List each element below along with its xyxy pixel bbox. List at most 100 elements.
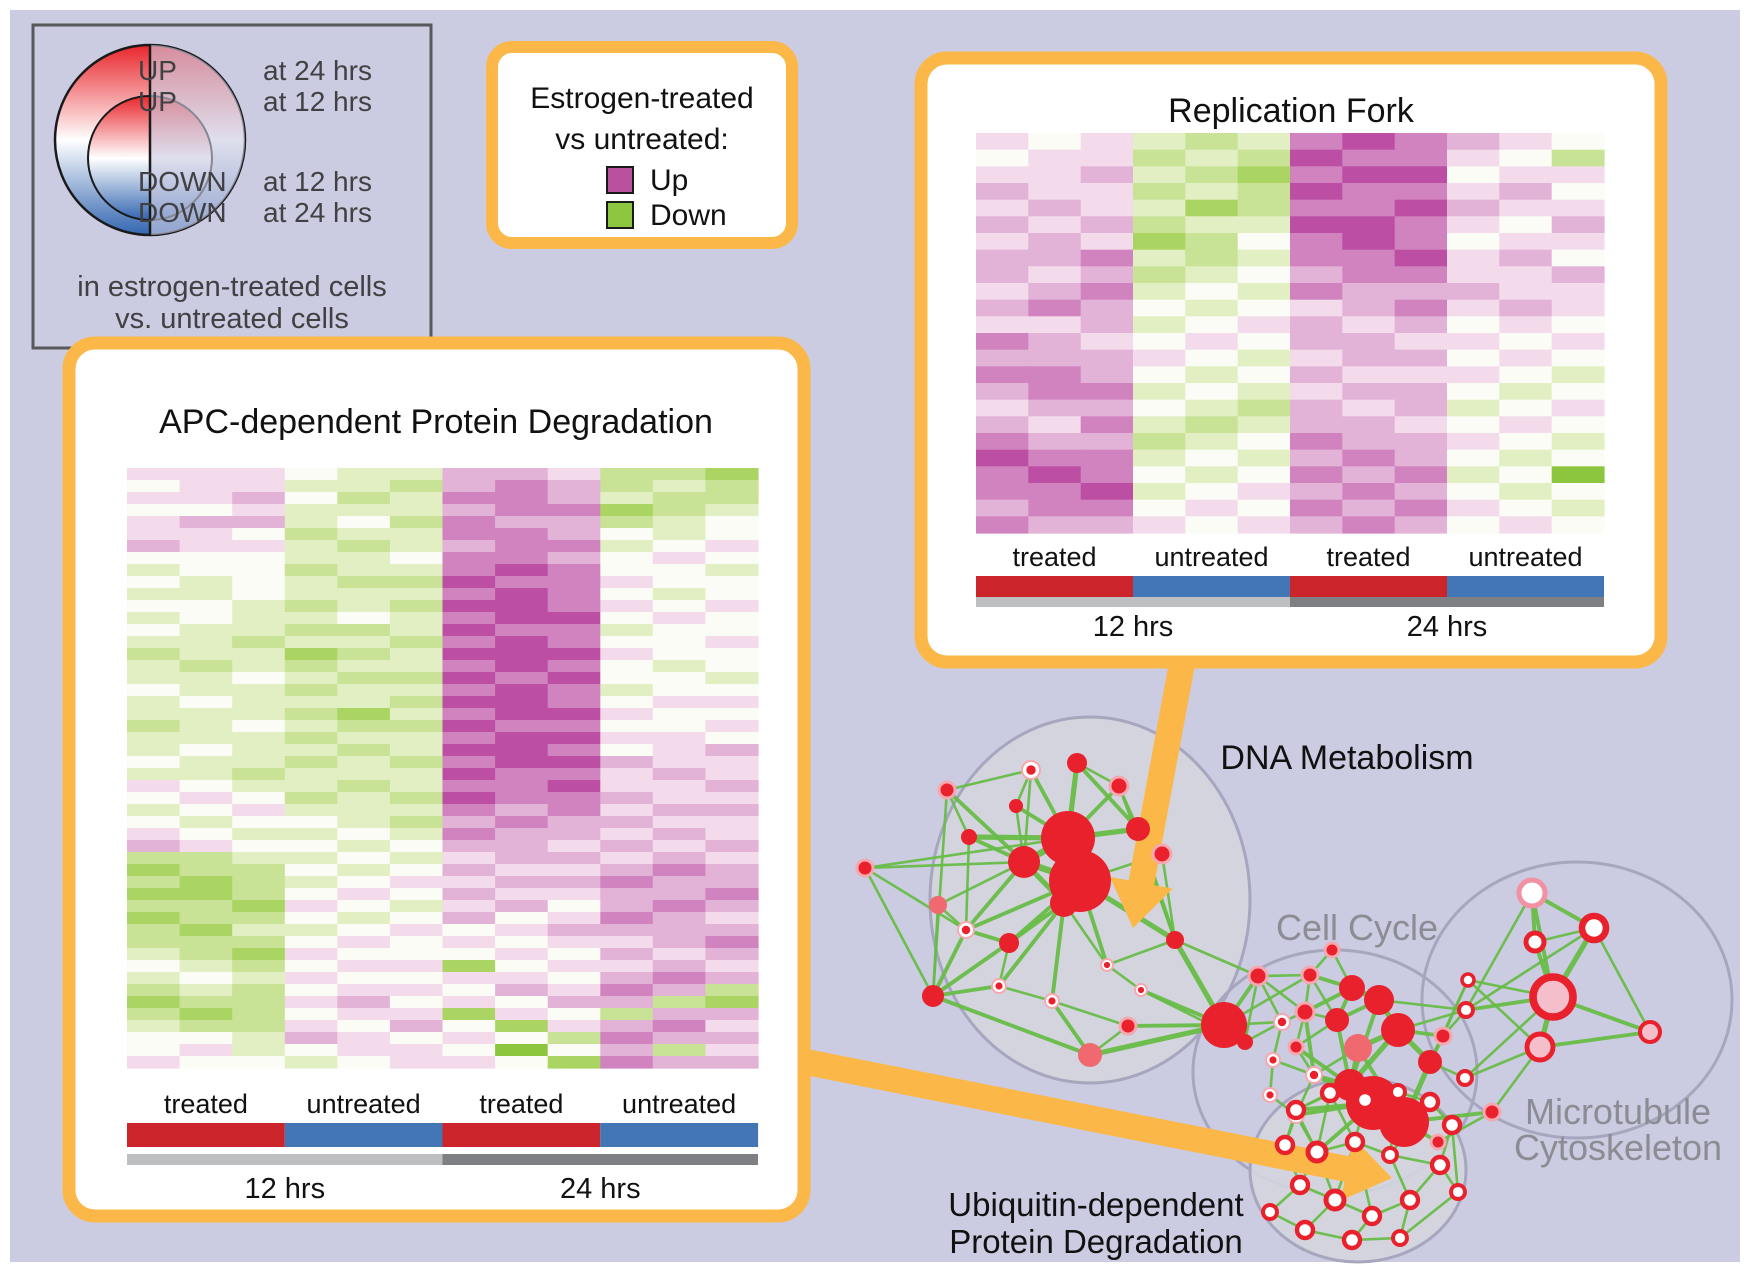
heatmap-cell xyxy=(705,756,759,769)
heatmap-cell xyxy=(1499,133,1553,151)
heatmap-cell xyxy=(389,900,444,913)
heatmap-cell xyxy=(232,768,286,781)
heatmap-cell xyxy=(442,804,496,817)
heatmap-cell xyxy=(1447,383,1500,401)
heatmap-cell xyxy=(284,876,338,889)
gene-node xyxy=(1300,965,1320,985)
heatmap-cell xyxy=(652,936,706,949)
heatmap-cell xyxy=(442,948,496,961)
heatmap-cell xyxy=(1342,416,1396,434)
heatmap-cell xyxy=(1499,233,1553,251)
heatmap-cell xyxy=(1028,249,1082,267)
heatmap-cell xyxy=(600,852,654,865)
heatmap-cell xyxy=(547,840,601,853)
heatmap-cell xyxy=(1447,433,1500,451)
heatmap-cell xyxy=(284,912,338,925)
up-label: Up xyxy=(650,164,688,197)
heatmap-cell xyxy=(652,504,706,517)
key-row-1-time: at 12 hrs xyxy=(263,86,372,117)
gene-node xyxy=(1078,1043,1102,1067)
heatmap-cell xyxy=(495,648,549,661)
heatmap-cell xyxy=(284,828,338,841)
heatmap-cell xyxy=(1499,149,1553,167)
heatmap-cell xyxy=(337,696,391,709)
heatmap-cell xyxy=(232,852,286,865)
heatmap-cell xyxy=(705,852,759,865)
heatmap-cell xyxy=(284,684,338,697)
heatmap-cell xyxy=(495,504,549,517)
heatmap-cell xyxy=(1290,433,1343,451)
heatmap-cell xyxy=(705,804,759,817)
key-faded-half xyxy=(150,45,245,235)
heatmap-cell xyxy=(1499,466,1553,484)
heatmap-cell xyxy=(337,588,391,601)
heatmap-cell xyxy=(547,480,601,493)
heatmap-cell xyxy=(1185,183,1239,201)
heatmap-cell xyxy=(495,636,549,649)
heatmap-cell xyxy=(284,840,338,853)
heatmap-cell xyxy=(127,516,181,529)
heatmap-cell xyxy=(1551,233,1605,251)
heatmap-cell xyxy=(1237,499,1291,517)
heatmap-cell xyxy=(337,708,391,721)
heatmap-cell xyxy=(600,720,654,733)
heatmap-cell xyxy=(1133,199,1186,217)
heatmap-cell xyxy=(1499,449,1553,467)
heatmap-cell xyxy=(600,624,654,637)
heatmap-cell xyxy=(600,900,654,913)
heatmap-cell xyxy=(337,744,391,757)
heatmap-cell xyxy=(652,588,706,601)
heatmap-cell xyxy=(179,684,233,697)
heatmap-cell xyxy=(705,696,759,709)
heatmap-cell xyxy=(232,516,286,529)
heatmap-cell xyxy=(337,1020,391,1033)
heatmap-cell xyxy=(705,708,759,721)
heatmap-cell xyxy=(652,1032,706,1045)
heatmap-cell xyxy=(705,636,759,649)
heatmap-cell xyxy=(1185,233,1239,251)
heatmap-cell xyxy=(1237,166,1291,184)
heatmap-cell xyxy=(1080,433,1134,451)
heatmap-cell xyxy=(284,468,338,481)
heatmap-cell xyxy=(652,912,706,925)
time-label: 12 hrs xyxy=(1093,611,1174,643)
heatmap-cell xyxy=(232,936,286,949)
apc-panel-title: APC-dependent Protein Degradation xyxy=(159,403,713,441)
heatmap-cell xyxy=(337,672,391,685)
network-edge xyxy=(1105,938,1177,967)
heatmap-cell xyxy=(652,864,706,877)
network-edge xyxy=(1050,901,1066,1003)
heatmap-cell xyxy=(337,984,391,997)
color-key-box: UP at 24 hrs UP at 12 hrs DOWN at 12 hrs… xyxy=(31,23,433,350)
heatmap-cell xyxy=(1080,466,1134,484)
heatmap-cell xyxy=(1080,399,1134,417)
heatmap-cell xyxy=(652,480,706,493)
heatmap-cell xyxy=(337,876,391,889)
heatmap-cell xyxy=(1237,149,1291,167)
network-edge xyxy=(863,866,935,998)
heatmap-cell xyxy=(652,600,706,613)
heatmap-cell xyxy=(1447,249,1500,267)
heatmap-cell xyxy=(1133,316,1186,334)
heatmap-cell xyxy=(705,648,759,661)
key-footer-line1: in estrogen-treated cells xyxy=(77,271,387,303)
heatmap-cell xyxy=(442,792,496,805)
heatmap-cell xyxy=(442,732,496,745)
heatmap-cell xyxy=(127,912,181,925)
heatmap-cell xyxy=(1290,199,1343,217)
heatmap-cell xyxy=(600,576,654,589)
network-edge xyxy=(1436,1110,1494,1144)
heatmap-cell xyxy=(600,684,654,697)
gene-node xyxy=(1008,846,1040,878)
heatmap-cell xyxy=(1185,299,1239,317)
heatmap-cell xyxy=(1185,449,1239,467)
heatmap-cell xyxy=(1342,349,1396,367)
time-bar xyxy=(1290,597,1604,607)
heatmap-cell xyxy=(652,576,706,589)
heatmap-cell xyxy=(337,636,391,649)
heatmap-cell xyxy=(1133,433,1186,451)
heatmap-cell xyxy=(1394,233,1448,251)
heatmap-cell xyxy=(284,540,338,553)
heatmap-cell xyxy=(337,960,391,973)
heatmap-cell xyxy=(600,732,654,745)
